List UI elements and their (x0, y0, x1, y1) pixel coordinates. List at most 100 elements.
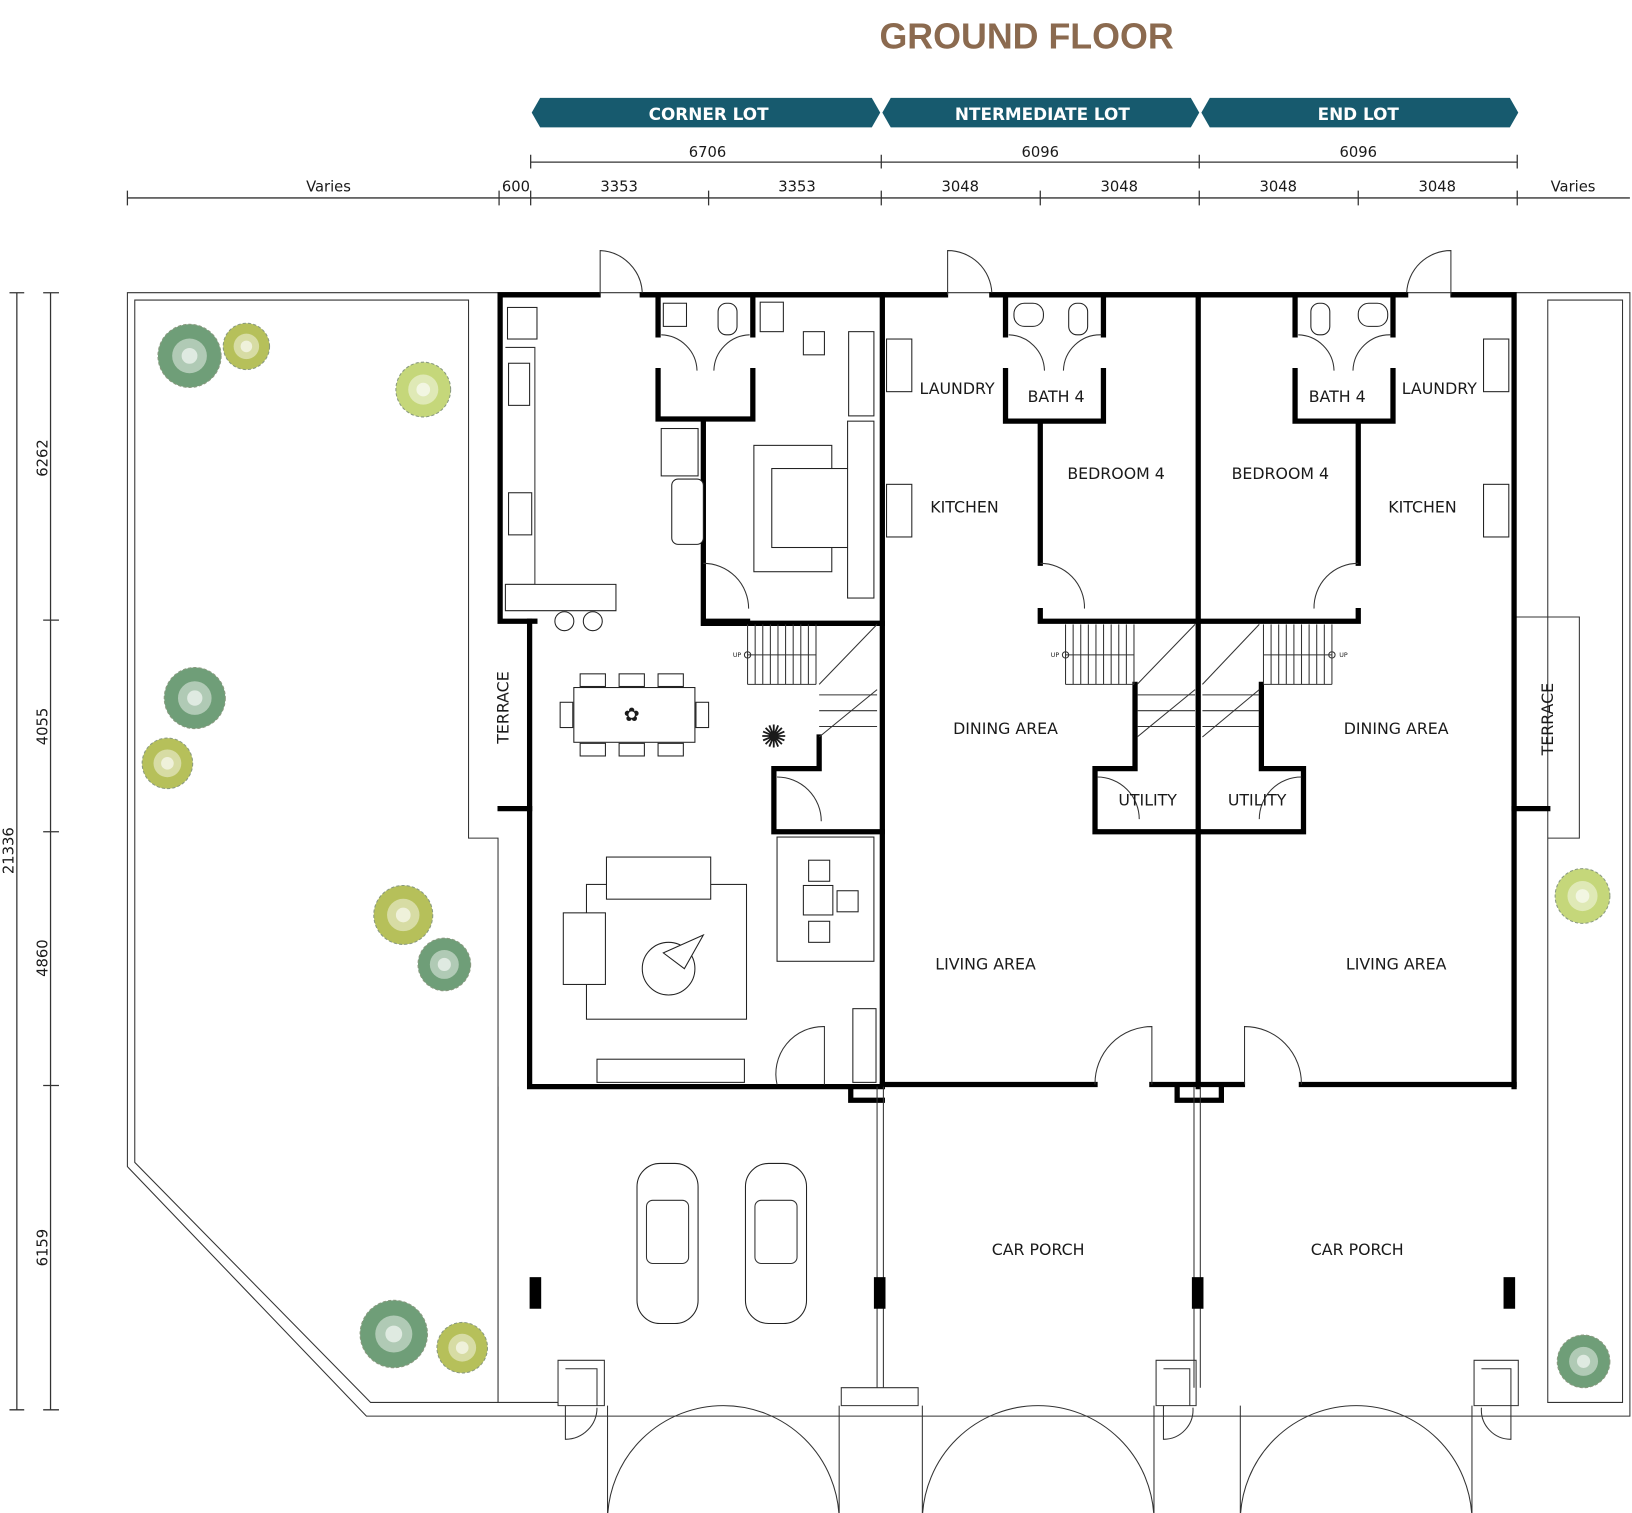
intermediate-living-label: LIVING AREA (935, 955, 1036, 974)
gate-end (1239, 1405, 1473, 1513)
staircase-landing (1202, 624, 1260, 738)
kitchen-sink (1483, 483, 1510, 538)
staircase-landing (1136, 623, 1196, 738)
doors (599, 250, 1452, 1085)
garden-trees (141, 322, 1611, 1389)
stair-up-label: UP (733, 652, 742, 659)
cabinet (759, 301, 784, 333)
tree-icon (417, 937, 472, 992)
depth-dim-2: 4055 (34, 708, 51, 745)
chair (802, 331, 825, 356)
door-end-main (1244, 1026, 1302, 1085)
intermediate-kitchen-label: KITCHEN (930, 498, 998, 517)
corner-lot-label: CORNER LOT (649, 104, 769, 124)
end-bedroom-label: BEDROOM 4 (1232, 464, 1329, 483)
vertical-dimensions: 21336 6262 4055 4860 6159 (1, 292, 59, 1411)
side-table (662, 933, 705, 970)
chair (808, 920, 831, 943)
end-lot-width: 6096 (1339, 144, 1377, 161)
left-varies-dim: Varies (306, 179, 351, 196)
end-dining-label: DINING AREA (1344, 719, 1449, 738)
banner-intermediate-lot (882, 97, 1200, 128)
tree-icon (163, 667, 226, 730)
tree-icon (359, 1299, 429, 1369)
stair-up-label: UP (1051, 652, 1060, 659)
side-cabinet (847, 420, 875, 599)
door-intermediate-utility (1097, 776, 1140, 820)
end-half-1: 3048 (1259, 179, 1297, 196)
depth-dim-3: 4860 (34, 939, 51, 976)
tree-icon (373, 884, 434, 945)
lot-banners: CORNER LOT NTERMEDIATE LOT END LOT (531, 97, 1519, 128)
end-lot-label: END LOT (1318, 104, 1400, 124)
intermediate-dining-label: DINING AREA (953, 719, 1058, 738)
end-bath-label: BATH 4 (1309, 387, 1366, 406)
dining-chair (695, 701, 710, 729)
door-end-bedroom (1313, 562, 1359, 609)
wardrobe (660, 427, 699, 477)
end-utility-label: UTILITY (1228, 790, 1287, 809)
sofa-bed (671, 478, 704, 545)
corner-lot-width: 6706 (689, 144, 727, 161)
tree-icon (1556, 1334, 1611, 1389)
right-varies-dim: Varies (1551, 179, 1596, 196)
end-half-2: 3048 (1418, 179, 1456, 196)
gate-intermediate (921, 1405, 1155, 1513)
dining-chair (579, 742, 606, 757)
door-intermediate-bath (1008, 334, 1102, 371)
banner-end-lot (1201, 97, 1519, 128)
horizontal-dimensions: 6706 6096 6096 Varies 600 3353 3353 3048… (126, 144, 1630, 206)
pedestrian-gate-corner (557, 1359, 605, 1440)
end-living-label: LIVING AREA (1346, 955, 1447, 974)
door-intermediate-bedroom (1040, 562, 1086, 609)
staircases (743, 623, 1336, 738)
toilet (1068, 302, 1089, 336)
front-gates (557, 1086, 1519, 1513)
furniture: ✿ ✺ (504, 301, 1510, 1325)
study-table (802, 884, 834, 916)
shoe-rack (848, 331, 875, 417)
door-corner-main (775, 1026, 825, 1085)
page-title: GROUND FLOOR (879, 16, 1173, 56)
armchair (562, 912, 606, 985)
pedestrian-gate-intermediate (1155, 1359, 1197, 1440)
basin (1357, 302, 1389, 327)
depth-dim-4: 6159 (34, 1229, 51, 1266)
door-corner-back (599, 250, 643, 295)
tree-icon (141, 737, 194, 790)
three-seat-sofa (605, 856, 712, 900)
staircase (1061, 624, 1135, 685)
bar-stool (554, 611, 575, 632)
door-end-utility (1258, 776, 1302, 820)
kitchen-sink (508, 492, 533, 536)
door-end-back (1406, 250, 1452, 295)
car (744, 1162, 808, 1325)
intermediate-half-1: 3048 (941, 179, 979, 196)
intermediate-bath-label: BATH 4 (1028, 387, 1085, 406)
laundry-sink (886, 338, 913, 393)
terrace-left-label: TERRACE (494, 671, 513, 744)
chair (836, 890, 859, 913)
laundry-sink (1483, 338, 1510, 393)
basin (1013, 302, 1044, 327)
plant-icon: ✺ (761, 720, 787, 756)
kitchen-sink (886, 483, 913, 538)
intermediate-half-2: 3048 (1100, 179, 1138, 196)
end-porch-label: CAR PORCH (1311, 1240, 1404, 1259)
dining-chair (657, 673, 684, 688)
dining-chairs (559, 673, 710, 757)
dining-chair (559, 701, 574, 729)
corner-half-1: 3353 (600, 179, 638, 196)
dining-chair (618, 742, 645, 757)
depth-dim-1: 6262 (34, 439, 51, 476)
staircase-landing (818, 623, 878, 738)
porch-pillars (529, 1277, 1516, 1309)
site-boundary (126, 292, 1631, 1417)
setback-dim: 600 (502, 179, 530, 196)
toilet (717, 302, 738, 336)
chair (808, 859, 831, 882)
gate-corner (606, 1405, 840, 1513)
intermediate-utility-label: UTILITY (1118, 790, 1177, 809)
tree-icon (157, 323, 222, 388)
